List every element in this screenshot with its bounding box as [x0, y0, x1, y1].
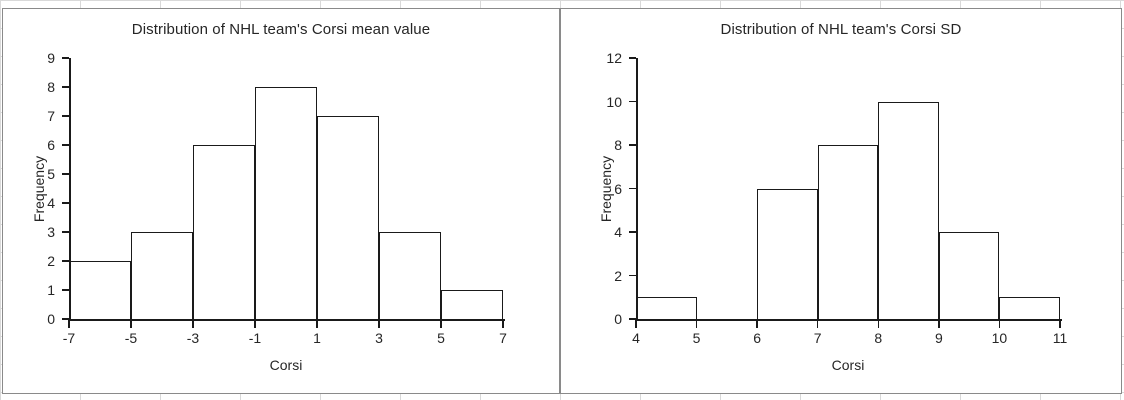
x-axis-tick: [130, 319, 132, 328]
x-axis-tick: [756, 319, 758, 328]
histogram-bar: [379, 232, 441, 319]
x-axis-line: [636, 319, 1062, 321]
x-axis-tick: [378, 319, 380, 328]
x-tick-label: 7: [813, 330, 822, 346]
x-axis-tick: [938, 319, 940, 328]
histogram-bar: [757, 188, 818, 319]
y-axis-tick: [629, 57, 636, 59]
y-axis-title: Frequency: [598, 155, 614, 222]
y-tick-label: 6: [614, 180, 622, 197]
y-axis-tick: [629, 274, 636, 277]
x-tick-label: -5: [124, 330, 138, 346]
x-tick-label: 5: [692, 330, 701, 346]
x-axis-tick: [1059, 319, 1061, 328]
y-tick-label: 3: [47, 224, 55, 240]
x-axis-tick: [998, 319, 1001, 328]
y-tick-label: 8: [47, 79, 55, 95]
y-tick-label: 6: [47, 137, 55, 153]
chart-title: Distribution of NHL team's Corsi mean va…: [131, 21, 431, 38]
y-tick-label: 10: [606, 93, 622, 110]
histogram-bar: [999, 297, 1060, 319]
y-axis-tick: [62, 318, 69, 320]
x-axis-tick: [877, 319, 880, 328]
x-axis-tick: [816, 319, 819, 328]
x-tick-label: 9: [934, 330, 943, 346]
y-tick-label: 0: [47, 311, 55, 327]
y-axis-tick: [62, 260, 69, 262]
y-axis-title: Frequency: [31, 155, 47, 222]
x-axis-tick: [316, 319, 318, 328]
y-tick-label: 9: [47, 50, 55, 66]
histogram-bar: [317, 116, 379, 319]
y-axis-tick: [62, 231, 69, 233]
x-axis-title: Corsi: [269, 357, 303, 373]
histogram-bar: [938, 232, 1000, 319]
y-axis-tick: [629, 100, 636, 103]
x-tick-label: 11: [1052, 330, 1068, 346]
x-axis-tick: [192, 319, 194, 328]
y-tick-label: 1: [47, 282, 55, 298]
y-tick-label: 4: [614, 224, 622, 240]
x-tick-label: 1: [313, 330, 321, 346]
chart-panel-corsi-mean[interactable]: Distribution of NHL team's Corsi mean va…: [2, 8, 560, 394]
x-axis-tick: [68, 319, 70, 328]
x-tick-label: -1: [248, 330, 262, 346]
y-axis-tick: [62, 57, 69, 59]
x-axis-tick: [254, 319, 256, 328]
y-axis-tick: [62, 289, 69, 291]
x-tick-label: 7: [499, 330, 507, 346]
y-axis-tick: [62, 202, 69, 204]
histogram-bar: [878, 101, 939, 319]
x-tick-label: 6: [753, 330, 762, 346]
y-tick-label: 0: [614, 311, 622, 327]
x-axis-tick: [635, 319, 637, 328]
x-axis-tick: [440, 319, 442, 328]
x-axis-tick: [502, 319, 504, 328]
y-axis-tick: [629, 231, 636, 233]
x-axis-line: [69, 319, 505, 321]
x-tick-label: -3: [186, 330, 200, 346]
histogram-bar: [255, 87, 317, 319]
y-tick-label: 4: [47, 195, 55, 211]
y-axis-tick: [62, 173, 69, 175]
x-tick-label: 8: [874, 330, 883, 346]
histogram-bar: [193, 145, 255, 319]
x-axis-title: Corsi: [831, 357, 865, 373]
y-axis-tick: [62, 86, 69, 88]
y-tick-label: 7: [47, 108, 55, 124]
y-tick-label: 5: [47, 166, 55, 182]
y-axis-line: [636, 58, 638, 321]
x-tick-label: -7: [62, 330, 76, 346]
histogram-bar: [636, 297, 697, 319]
y-axis-tick: [62, 144, 69, 146]
chart-panel-corsi-sd[interactable]: Distribution of NHL team's Corsi SD 0 2 4 6…: [560, 8, 1122, 394]
y-tick-label: 8: [614, 137, 622, 153]
histogram-bar: [69, 261, 131, 319]
histogram-bar: [131, 232, 193, 319]
histogram-bar: [817, 145, 879, 319]
x-tick-label: 3: [375, 330, 383, 346]
histogram-bar: [441, 290, 503, 319]
y-axis-tick: [629, 187, 636, 190]
y-tick-label: 2: [614, 267, 622, 284]
y-tick-label: 12: [606, 50, 622, 66]
x-tick-label: 10: [991, 330, 1008, 346]
x-tick-label: 4: [632, 330, 640, 346]
y-axis-tick: [629, 318, 636, 320]
x-tick-label: 5: [437, 330, 445, 346]
y-axis-tick: [62, 115, 69, 117]
chart-title: Distribution of NHL team's Corsi SD: [720, 21, 962, 38]
x-axis-tick: [695, 319, 698, 328]
y-axis-tick: [629, 144, 636, 146]
y-axis-line: [69, 58, 71, 321]
y-tick-label: 2: [47, 253, 55, 269]
